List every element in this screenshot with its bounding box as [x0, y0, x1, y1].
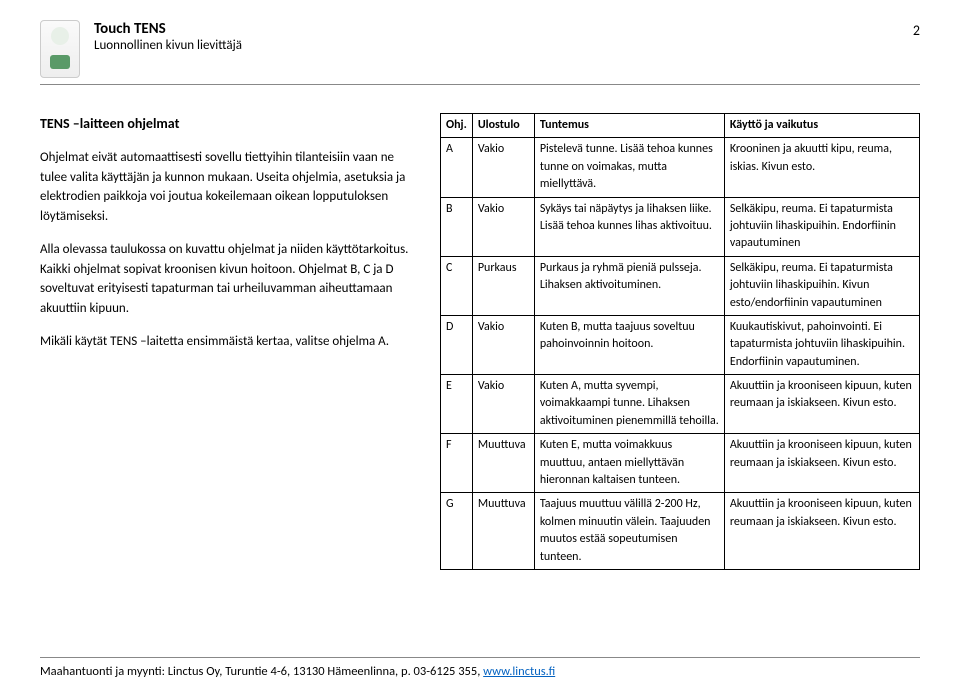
col-ohj: Ohj. [441, 114, 473, 138]
table-row: DVakioKuten B, mutta taajuus soveltuu pa… [441, 315, 920, 374]
table-cell: Muuttuva [472, 434, 534, 493]
table-cell: Kuukautiskivut, pahoinvointi. Ei tapatur… [724, 315, 919, 374]
paragraph-2: Alla olevassa taulukossa on kuvattu ohje… [40, 240, 410, 318]
table-cell: Vakio [472, 138, 534, 197]
footer-link[interactable]: www.linctus.fi [483, 664, 555, 679]
page-number: 2 [913, 20, 920, 39]
table-cell: C [441, 256, 473, 315]
table-cell: Purkaus [472, 256, 534, 315]
table-cell: Selkäkipu, reuma. Ei tapaturmista johtuv… [724, 197, 919, 256]
table-cell: Kuten B, mutta taajuus soveltuu pahoinvo… [534, 315, 724, 374]
table-row: GMuuttuvaTaajuus muuttuu välillä 2-200 H… [441, 493, 920, 570]
table-row: FMuuttuvaKuten E, mutta voimakkuus muutt… [441, 434, 920, 493]
table-cell: Kuten A, mutta syvempi, voimakkaampi tun… [534, 375, 724, 434]
table-row: EVakioKuten A, mutta syvempi, voimakkaam… [441, 375, 920, 434]
table-cell: Selkäkipu, reuma. Ei tapaturmista johtuv… [724, 256, 919, 315]
page-footer: Maahantuonti ja myynti: Linctus Oy, Turu… [40, 657, 920, 679]
table-cell: Krooninen ja akuutti kipu, reuma, iskias… [724, 138, 919, 197]
table-cell: Kuten E, mutta voimakkuus muuttuu, antae… [534, 434, 724, 493]
col-tuntemus: Tuntemus [534, 114, 724, 138]
table-cell: Muuttuva [472, 493, 534, 570]
right-column: Ohj. Ulostulo Tuntemus Käyttö ja vaikutu… [440, 113, 920, 570]
col-ulostulo: Ulostulo [472, 114, 534, 138]
page-header: Touch TENS Luonnollinen kivun lievittäjä… [40, 20, 920, 85]
table-cell: D [441, 315, 473, 374]
table-cell: B [441, 197, 473, 256]
footer-text: Maahantuonti ja myynti: Linctus Oy, Turu… [40, 664, 483, 679]
table-cell: G [441, 493, 473, 570]
col-kaytto: Käyttö ja vaikutus [724, 114, 919, 138]
content-area: TENS –laitteen ohjelmat Ohjelmat eivät a… [40, 113, 920, 570]
table-cell: Taajuus muuttuu välillä 2-200 Hz, kolmen… [534, 493, 724, 570]
table-cell: Sykäys tai näpäytys ja lihaksen liike. L… [534, 197, 724, 256]
paragraph-1: Ohjelmat eivät automaattisesti sovellu t… [40, 148, 410, 226]
table-row: CPurkausPurkaus ja ryhmä pieniä pulsseja… [441, 256, 920, 315]
table-cell: Vakio [472, 315, 534, 374]
section-heading: TENS –laitteen ohjelmat [40, 113, 410, 134]
left-column: TENS –laitteen ohjelmat Ohjelmat eivät a… [40, 113, 410, 570]
table-cell: Akuuttiin ja krooniseen kipuun, kuten re… [724, 434, 919, 493]
table-cell: Vakio [472, 197, 534, 256]
table-row: AVakioPistelevä tunne. Lisää tehoa kunne… [441, 138, 920, 197]
table-row: BVakioSykäys tai näpäytys ja lihaksen li… [441, 197, 920, 256]
paragraph-3: Mikäli käytät TENS –laitetta ensimmäistä… [40, 332, 410, 352]
table-cell: Pistelevä tunne. Lisää tehoa kunnes tunn… [534, 138, 724, 197]
table-header-row: Ohj. Ulostulo Tuntemus Käyttö ja vaikutu… [441, 114, 920, 138]
programs-table: Ohj. Ulostulo Tuntemus Käyttö ja vaikutu… [440, 113, 920, 570]
doc-title: Touch TENS [94, 20, 913, 38]
table-cell: Akuuttiin ja krooniseen kipuun, kuten re… [724, 375, 919, 434]
table-cell: F [441, 434, 473, 493]
table-cell: A [441, 138, 473, 197]
header-text: Touch TENS Luonnollinen kivun lievittäjä [94, 20, 913, 53]
table-cell: Purkaus ja ryhmä pieniä pulsseja. Lihaks… [534, 256, 724, 315]
table-cell: Vakio [472, 375, 534, 434]
table-cell: Akuuttiin ja krooniseen kipuun, kuten re… [724, 493, 919, 570]
device-image [40, 20, 80, 78]
doc-subtitle: Luonnollinen kivun lievittäjä [94, 38, 913, 53]
table-cell: E [441, 375, 473, 434]
